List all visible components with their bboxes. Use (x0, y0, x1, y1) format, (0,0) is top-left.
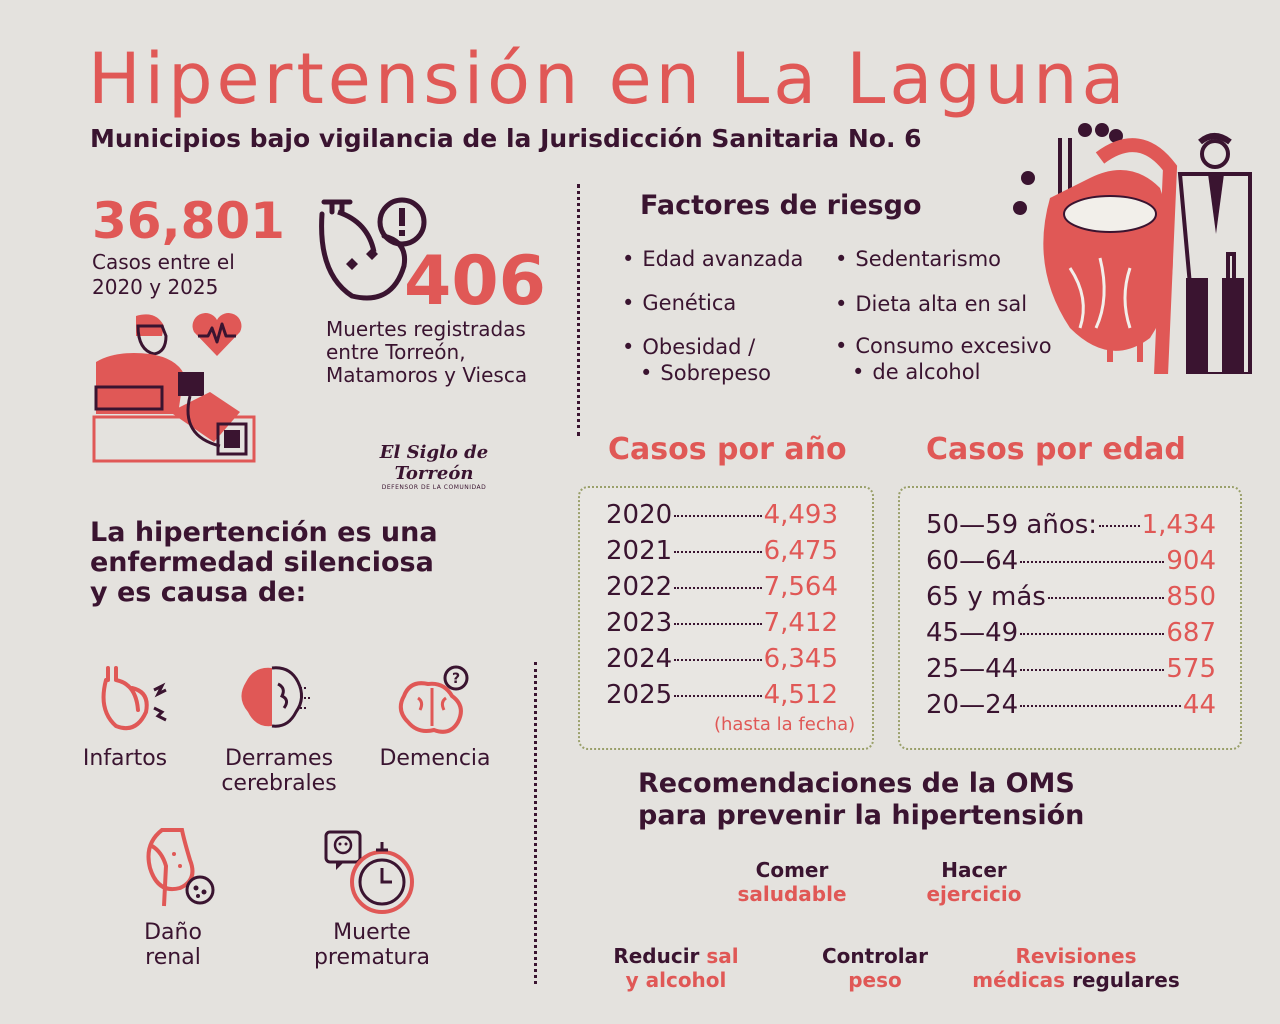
age-row: 65 y más 850 (926, 582, 1216, 612)
risk-item-cont: Sobrepeso (640, 360, 771, 386)
rec-comer-saludable: Comer saludable (737, 858, 847, 906)
brain-stroke-icon (241, 666, 310, 728)
by-year-note: (hasta la fecha) (714, 714, 856, 735)
blood-pressure-patient-icon (92, 314, 256, 463)
rec-controlar-peso: Controlar peso (821, 944, 929, 992)
year-row: 2025 4,512 (606, 680, 838, 710)
risk-item: Sedentarismo (835, 246, 1001, 272)
cases-number: 36,801 (92, 192, 285, 250)
svg-text:?: ? (452, 671, 460, 687)
year-row: 2023 7,412 (606, 608, 838, 638)
by-year-title: Casos por año (608, 432, 847, 467)
age-row: 50—59 años: 1,434 (926, 510, 1216, 540)
age-row: 20—24 44 (926, 690, 1216, 720)
by-age-title: Casos por edad (926, 432, 1186, 467)
risk-item: Dieta alta en sal (835, 291, 1027, 317)
cases-label: Casos entre el 2020 y 2025 (92, 250, 235, 299)
divider-bottom (534, 662, 537, 984)
heart-attack-icon (101, 666, 167, 731)
year-row: 2021 6,475 (606, 536, 838, 566)
rec-hacer-ejercicio: Hacer ejercicio (926, 858, 1022, 906)
cause-derrames: Derrames cerebrales (221, 746, 337, 796)
heartbeat-heart-icon (192, 313, 242, 356)
risk-item: Edad avanzada (622, 246, 803, 272)
el-siglo-logo: El Siglo de Torreón DEFENSOR DE LA COMUN… (379, 442, 489, 491)
kidney-icon (146, 828, 215, 907)
risk-item-cont: de alcohol (852, 359, 980, 385)
deaths-label: Muertes registradas entre Torreón, Matam… (326, 317, 528, 387)
risk-item: Consumo excesivo (835, 333, 1051, 359)
oms-title: Recomendaciones de la OMS para prevenir … (638, 768, 1085, 831)
cause-demencia: Demencia (379, 746, 491, 771)
divider-top (577, 184, 580, 436)
by-year-table: 2020 4,493 2021 6,475 2022 7,564 2023 7,412 … (606, 500, 838, 716)
year-row: 2024 6,345 (606, 644, 838, 674)
page-title: Hipertensión en La Laguna (88, 38, 1129, 120)
risk-item: Genética (622, 290, 736, 316)
cause-dano-renal: Daño renal (144, 920, 202, 970)
page-subtitle: Municipios bajo vigilancia de la Jurisdi… (90, 124, 922, 153)
age-row: 60—64 904 (926, 546, 1216, 576)
cause-infartos: Infartos (82, 746, 168, 771)
deaths-number: 406 (404, 242, 546, 321)
silent-disease-heading: La hipertención es una enfermedad silenc… (90, 517, 438, 608)
year-row: 2020 4,493 (606, 500, 838, 530)
by-age-table: 50—59 años: 1,434 60—64 904 65 y más 850 45… (926, 510, 1216, 726)
age-row: 25—44 575 (926, 654, 1216, 684)
age-row: 45—49 687 (926, 618, 1216, 648)
rec-reducir-sal: Reducir sal y alcohol (613, 944, 739, 992)
risk-item: Obesidad / (622, 334, 755, 360)
rec-revisiones-medicas: Revisiones médicas regulares (972, 944, 1180, 992)
cause-muerte-prematura: Muerte prematura (313, 920, 431, 970)
skull-clock-icon (324, 830, 414, 914)
heart-alert-icon (319, 197, 427, 301)
risk-title: Factores de riesgo (640, 190, 922, 221)
by-year-box: 2020 4,493 2021 6,475 2022 7,564 2023 7,412 … (578, 486, 874, 750)
by-age-box: 50—59 años: 1,434 60—64 904 65 y más 850 45… (898, 486, 1242, 750)
brain-question-icon: ? (398, 665, 469, 734)
heart-doctor-illustration (1013, 123, 1252, 374)
year-row: 2022 7,564 (606, 572, 838, 602)
